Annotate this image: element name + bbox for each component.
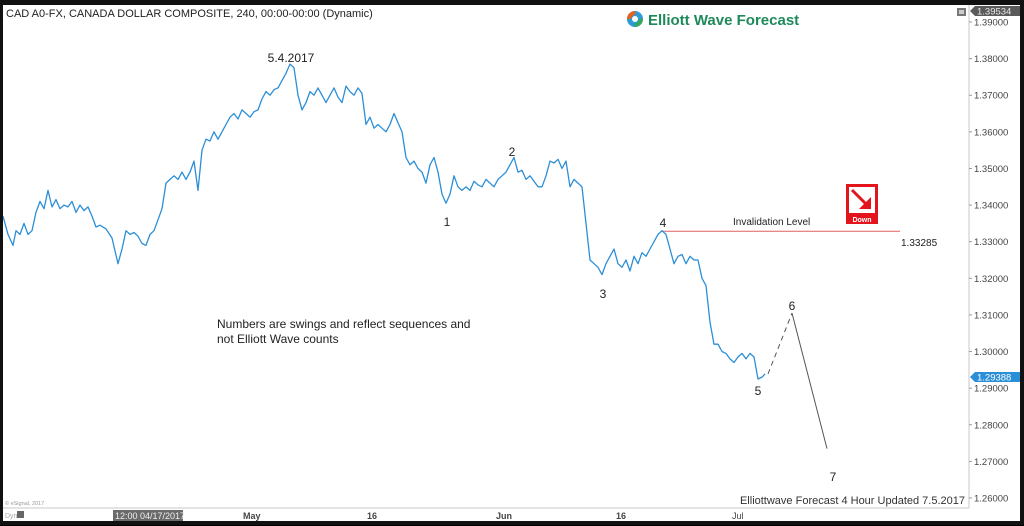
invalidation-value: 1.33285 xyxy=(901,238,938,249)
swing-label-6: 6 xyxy=(789,299,796,313)
note-line-2: not Elliott Wave counts xyxy=(217,332,339,346)
window-restore-icon[interactable] xyxy=(957,8,966,16)
swing-label-3: 3 xyxy=(600,287,607,301)
svg-text:16: 16 xyxy=(616,511,626,521)
top-price-tag: 1.39534 xyxy=(970,6,1020,18)
arrow-down-right-icon xyxy=(850,188,871,209)
logo-swirl-icon xyxy=(627,11,643,27)
svg-text:Down: Down xyxy=(852,217,871,224)
y-axis-label: 1.28000 xyxy=(974,420,1008,431)
y-axis-label: 1.34000 xyxy=(974,201,1008,212)
price-chart[interactable]: CAD A0-FX, CANADA DOLLAR COMPOSITE, 240,… xyxy=(2,5,1020,521)
dyn-toggle-icon[interactable] xyxy=(17,511,24,518)
projection-5-6-dashed xyxy=(767,312,793,375)
logo-text: Elliott Wave Forecast xyxy=(648,12,799,29)
y-axis-label: 1.35000 xyxy=(974,164,1008,175)
copyright: © eSignal, 2017 xyxy=(5,500,44,507)
svg-text:1.29388: 1.29388 xyxy=(977,373,1011,384)
y-axis-label: 1.38000 xyxy=(974,54,1008,65)
y-axis-label: 1.37000 xyxy=(974,91,1008,102)
swing-label-5: 5 xyxy=(755,384,762,398)
svg-text:Jun: Jun xyxy=(496,511,512,521)
swing-label-4: 4 xyxy=(660,216,667,230)
swing-label-7: 7 xyxy=(830,470,837,484)
price-line[interactable] xyxy=(2,63,766,380)
x-axis-labels: Dyn 12:00 04/17/2017 May 16 Jun 16 Jul xyxy=(5,510,744,521)
swing-label-2: 2 xyxy=(509,145,516,159)
y-axis-label: 1.31000 xyxy=(974,310,1008,321)
y-axis-label: 1.27000 xyxy=(974,457,1008,468)
dyn-label: Dyn xyxy=(5,513,18,520)
peak-date-label: 5.4.2017 xyxy=(268,51,315,65)
chart-title: CAD A0-FX, CANADA DOLLAR COMPOSITE, 240,… xyxy=(6,8,373,20)
updated-note: Elliottwave Forecast 4 Hour Updated 7.5.… xyxy=(740,495,965,507)
y-axis-label: 1.39000 xyxy=(974,18,1008,29)
y-axis-label: 1.29000 xyxy=(974,384,1008,395)
svg-text:May: May xyxy=(243,511,261,521)
svg-text:1.39534: 1.39534 xyxy=(977,7,1011,18)
swing-label-1: 1 xyxy=(444,215,451,229)
elliott-wave-logo: Elliott Wave Forecast xyxy=(627,11,799,29)
y-axis-label: 1.26000 xyxy=(974,494,1008,505)
cursor-date-tag xyxy=(113,510,183,521)
svg-text:Jul: Jul xyxy=(732,511,744,521)
y-axis-label: 1.32000 xyxy=(974,274,1008,285)
y-axis-label: 1.30000 xyxy=(974,347,1008,358)
invalidation-label: Invalidation Level xyxy=(733,217,810,228)
down-badge: Down xyxy=(846,184,878,224)
last-price-tag: 1.29388 xyxy=(970,372,1020,384)
y-axis-label: 1.33000 xyxy=(974,237,1008,248)
y-axis-labels: 1.39000 1.38000 1.37000 1.36000 1.35000 1.340… xyxy=(969,18,1008,505)
svg-text:16: 16 xyxy=(367,511,377,521)
plot-area[interactable] xyxy=(3,5,969,508)
note-line-1: Numbers are swings and reflect sequences… xyxy=(217,317,470,331)
chart-panel[interactable]: CAD A0-FX, CANADA DOLLAR COMPOSITE, 240,… xyxy=(2,5,1020,521)
y-axis-label: 1.36000 xyxy=(974,127,1008,138)
svg-text:12:00 04/17/2017: 12:00 04/17/2017 xyxy=(115,511,185,521)
projection-6-7 xyxy=(791,312,828,449)
